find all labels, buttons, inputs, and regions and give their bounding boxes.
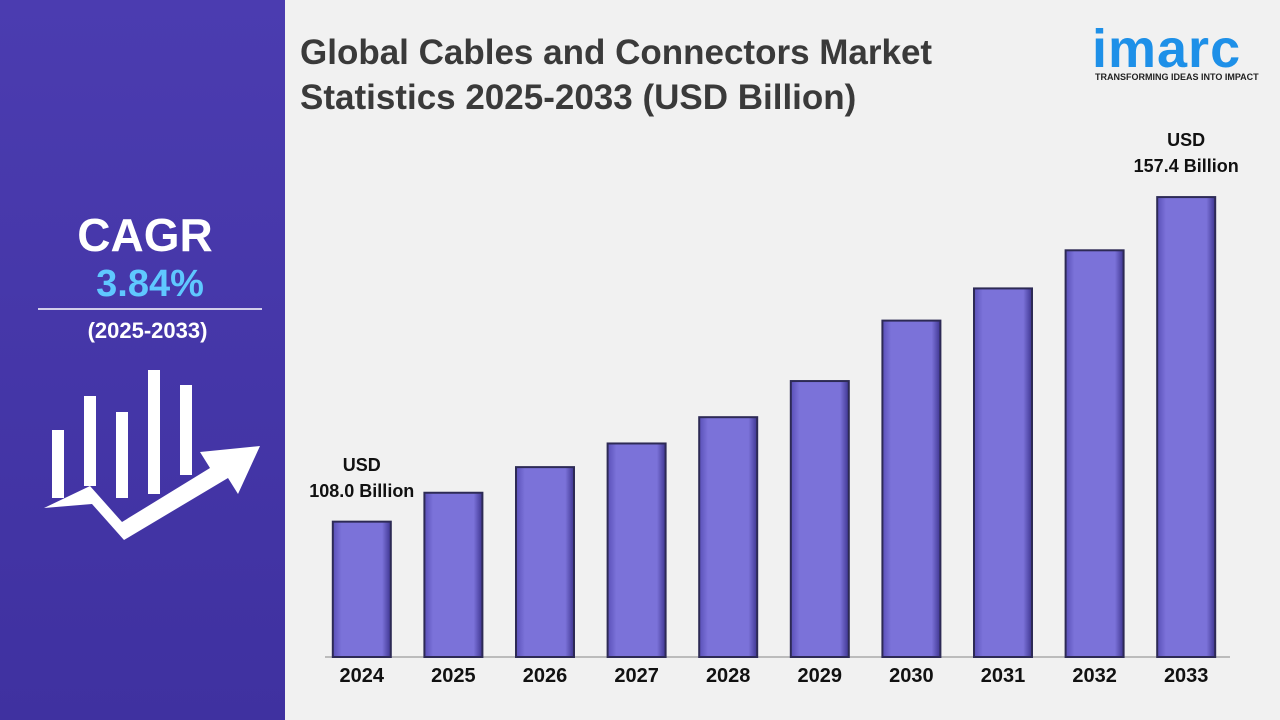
cagr-period: (2025-2033) [87, 318, 208, 343]
bar [423, 491, 484, 658]
x-tick-label: 2032 [1072, 665, 1117, 687]
x-tick-label: 2027 [614, 665, 659, 687]
bar [698, 416, 759, 658]
cagr-label: CAGR [77, 209, 213, 261]
bar [331, 520, 392, 658]
sidebar [0, 0, 285, 720]
bar [606, 442, 667, 658]
logo-tagline: TRANSFORMING IDEAS INTO IMPACT [1095, 72, 1259, 82]
bar [973, 287, 1033, 658]
x-tick-label: 2033 [1164, 665, 1209, 687]
cagr-value: 3.84% [96, 263, 204, 305]
bar [881, 319, 942, 658]
chart-title: Global Cables and Connectors Market Stat… [300, 33, 933, 117]
bar [789, 380, 850, 658]
bar [515, 466, 575, 659]
x-tick-label: 2028 [706, 665, 751, 687]
value-label: USD 157.4 Billion [1133, 130, 1239, 177]
x-tick-label: 2029 [798, 665, 843, 687]
bar [1156, 196, 1217, 658]
value-label: USD 108.0 Billion [309, 454, 415, 501]
growth-icon [44, 370, 260, 540]
x-tick-label: 2024 [340, 665, 385, 687]
logo: imarc [1092, 19, 1242, 79]
x-tick-label: 2030 [889, 665, 934, 687]
x-tick-label: 2031 [981, 665, 1026, 687]
x-tick-label: 2026 [523, 665, 568, 687]
x-tick-label: 2025 [431, 665, 476, 687]
bar [1064, 249, 1125, 658]
